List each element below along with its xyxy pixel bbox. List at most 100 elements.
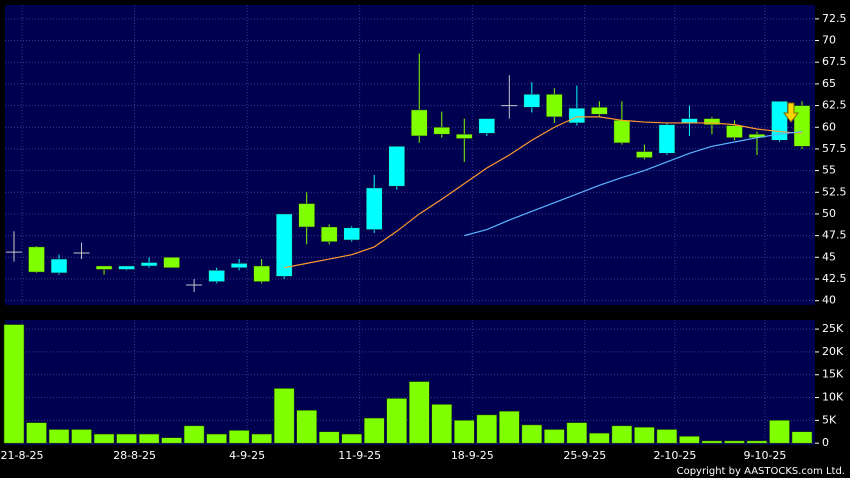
y-tick-label: 5K: [822, 413, 837, 426]
volume-bar: [746, 440, 768, 444]
candle-body: [298, 203, 315, 228]
volume-bar: [228, 430, 250, 444]
volume-bar: [409, 381, 430, 444]
volume-bar: [318, 431, 340, 444]
moving-average-line: [284, 116, 803, 269]
x-tick-label: 11-9-25: [338, 449, 381, 462]
volume-bar: [93, 433, 115, 444]
volume-bar: [611, 425, 633, 444]
volume-bar: [769, 420, 790, 444]
x-tick-label: 9-10-25: [744, 449, 787, 462]
y-tick-label: 70: [822, 34, 836, 47]
volume-bar: [499, 410, 520, 444]
volume-bar: [544, 429, 565, 444]
candle-body: [50, 258, 68, 274]
volume-bar: [566, 422, 588, 444]
volume-bar: [341, 433, 362, 444]
y-tick-label: 45: [822, 250, 836, 263]
candle-body: [411, 109, 428, 137]
x-tick-label: 18-9-25: [451, 449, 494, 462]
y-tick-label: 0: [822, 436, 829, 449]
candle-body: [140, 262, 158, 267]
x-tick-label: 28-8-25: [113, 449, 156, 462]
moving-average-line: [464, 130, 803, 237]
candle-body: [568, 107, 586, 124]
volume-bar: [206, 433, 227, 444]
y-tick-label: 10K: [822, 391, 844, 404]
candle-body: [320, 226, 338, 242]
y-tick-label: 55: [822, 164, 836, 177]
volume-bar: [476, 414, 498, 444]
candle-body: [388, 146, 405, 187]
candle-body: [230, 263, 248, 268]
x-tick-label: 25-9-25: [563, 449, 606, 462]
candle-body: [793, 105, 811, 147]
volume-bar: [701, 440, 723, 444]
signal-arrow: [782, 102, 800, 123]
candle-body: [456, 133, 473, 139]
candle-body: [208, 270, 225, 282]
volume-bar: [116, 433, 137, 444]
candle-body: [118, 265, 135, 270]
volume-bar: [273, 388, 295, 444]
candle-body: [681, 118, 698, 124]
candle-body: [613, 120, 631, 144]
volume-bar: [183, 425, 205, 444]
volume-bar: [26, 422, 47, 444]
y-tick-label: 62.5: [822, 99, 847, 112]
x-tick-label: 21-8-25: [1, 449, 44, 462]
candle-body: [726, 125, 743, 138]
y-tick-label: 52.5: [822, 185, 847, 198]
candle-body: [523, 94, 541, 108]
volume-bar: [589, 432, 610, 444]
candle-body: [253, 265, 270, 282]
candle-body: [771, 100, 788, 141]
y-tick-label: 47.5: [822, 229, 847, 242]
x-tick-label: 2-10-25: [653, 449, 696, 462]
y-tick-label: 72.5: [822, 12, 847, 25]
volume-bar: [679, 436, 700, 444]
volume-bar: [71, 429, 92, 444]
candle-body: [703, 118, 721, 125]
volume-bar: [724, 440, 745, 444]
volume-bar: [791, 431, 813, 444]
volume-bar: [363, 417, 385, 444]
candle-body: [275, 213, 293, 277]
y-tick-label: 25K: [822, 322, 844, 335]
volume-bar: [454, 420, 475, 444]
y-tick-label: 60: [822, 120, 836, 133]
x-tick-label: 4-9-25: [229, 449, 265, 462]
candle-body: [365, 187, 383, 230]
volume-bar: [656, 429, 678, 444]
y-tick-label: 50: [822, 207, 836, 220]
volume-bar: [431, 404, 453, 444]
candle-body: [546, 94, 563, 118]
y-tick-label: 57.5: [822, 142, 847, 155]
candle-body: [163, 257, 180, 268]
volume-bar: [386, 398, 407, 444]
y-tick-label: 15K: [822, 368, 844, 381]
volume-bar: [634, 426, 655, 444]
y-tick-label: 67.5: [822, 55, 847, 68]
volume-bar: [296, 410, 317, 444]
candle-body: [658, 124, 676, 154]
candle-body: [636, 151, 653, 158]
volume-bar: [161, 437, 182, 444]
y-tick-label: 42.5: [822, 272, 847, 285]
candle-body: [28, 246, 45, 273]
volume-bar: [48, 429, 70, 444]
candle-body: [343, 227, 360, 241]
price-panel: [5, 5, 815, 305]
volume-bar: [251, 433, 272, 444]
y-tick-label: 65: [822, 77, 836, 90]
copyright: Copyright by AASTOCKS.com Ltd.: [677, 466, 845, 477]
candle-body: [591, 107, 608, 115]
volume-bar: [521, 424, 543, 444]
candle-body: [433, 127, 451, 135]
y-tick-label: 20K: [822, 345, 844, 358]
candle-body: [95, 265, 113, 270]
y-tick-label: 40: [822, 294, 836, 307]
volume-bar: [138, 433, 160, 444]
candle-body: [478, 118, 496, 134]
